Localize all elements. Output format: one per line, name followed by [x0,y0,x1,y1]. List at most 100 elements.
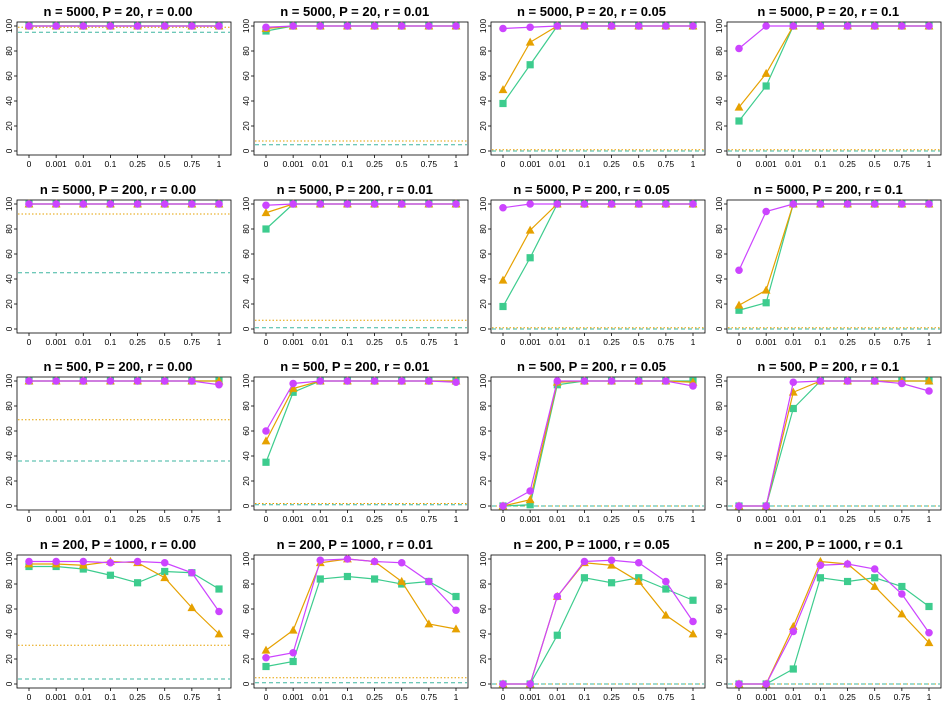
panel-title: n = 200, P = 1000, r = 0.01 [276,536,433,552]
data-point-circle [106,558,115,567]
data-point-circle [52,557,60,565]
y-tick-label: 60 [4,249,14,259]
x-tick-label: 0 [737,514,742,524]
series-line-purple [502,559,693,685]
plot-frame [726,199,942,333]
y-tick-label: 20 [241,299,251,309]
series-line-purple [738,25,930,49]
data-point-circle [525,199,534,208]
x-tick-label: 0.01 [549,514,566,524]
data-point-triangle [688,628,697,637]
data-point-circle [370,199,379,208]
series-line-purple [29,560,220,612]
chart-panel: 0 20 40 60 80 100 0 0.001 0.01 0.1 0.25 0.5 0.75 1 n =… [710,0,946,177]
data-point-circle [188,199,196,208]
chart-panel: 0 20 40 60 80 100 0 0.001 0.01 0.1 0.25 0.5 0.75 1 n =… [474,355,710,532]
data-point-circle [688,617,697,625]
x-tick-label: 0.25 [840,692,857,702]
y-tick-label: 60 [4,71,14,81]
x-tick-label: 0.5 [396,692,408,702]
plot-frame [16,199,232,333]
panel-title: n = 500, P = 200, r = 0.1 [757,359,900,374]
y-tick-label: 60 [241,249,251,259]
x-tick-label: 0.1 [815,159,827,169]
y-tick-label: 20 [4,654,14,664]
series-line-purple [739,380,930,507]
data-point-circle [316,199,324,208]
y-tick-label: 20 [714,299,724,309]
data-point-circle [844,377,852,385]
x-tick-label: 0.01 [75,159,92,169]
series-line-green [502,576,693,685]
chart-svg: 0 20 40 60 80 100 0 0.001 0.01 0.1 0.25 0.5 0.75 1 [714,374,942,524]
series-line-green [739,202,930,311]
data-point-triangle [261,436,271,445]
chart-svg: 0 20 40 60 80 100 0 0.001 0.01 0.1 0.25 0.5 0.75 1 [4,551,232,702]
x-tick-label: 0.1 [815,692,827,702]
y-tick-label: 0 [478,681,488,686]
y-tick-label: 100 [241,196,251,210]
y-tick-label: 80 [714,46,724,56]
data-point-circle [844,559,852,568]
y-tick-label: 20 [4,299,14,309]
series-line-orange [738,25,930,108]
data-point-circle [634,199,643,208]
y-tick-label: 60 [241,604,251,614]
data-point-circle [898,589,906,598]
data-point-circle [52,377,60,385]
x-tick-label: 0.01 [785,337,802,347]
x-tick-label: 0.1 [105,159,117,169]
y-tick-label: 20 [478,121,488,131]
x-tick-label: 0.75 [184,337,201,347]
data-point-circle [316,555,324,564]
data-point-circle [844,199,852,208]
data-point-square [526,501,534,509]
data-point-circle [261,23,270,32]
x-tick-label: 0.001 [756,692,778,702]
y-tick-label: 60 [478,604,488,614]
x-tick-label: 0.1 [578,337,590,347]
data-point-circle [160,22,169,30]
x-tick-label: 1 [690,159,695,169]
data-point-circle [133,199,142,208]
chart-panel: 0 20 40 60 80 100 0 0.001 0.01 0.1 0.25 0.5 0.75 1 n =… [237,533,473,710]
x-tick-label: 0.25 [840,159,857,169]
data-point-circle [343,22,351,30]
data-point-triangle [261,645,271,654]
y-tick-label: 20 [4,121,14,131]
data-point-triangle [498,275,507,284]
series-line-purple [265,380,456,432]
x-tick-label: 0.25 [366,159,383,169]
x-tick-label: 0.75 [894,514,911,524]
y-tick-label: 60 [478,426,488,436]
y-tick-label: 80 [478,224,488,234]
data-point-square [498,302,507,310]
data-point-square [789,404,798,413]
data-point-triangle [160,572,170,581]
data-point-circle [52,22,60,30]
x-tick-label: 0.25 [840,337,857,347]
y-tick-label: 20 [478,654,488,664]
data-point-circle [688,382,697,390]
data-point-circle [79,22,88,30]
x-tick-label: 0.01 [785,514,802,524]
y-tick-label: 60 [714,426,724,436]
data-point-circle [397,199,406,208]
data-point-circle [160,558,169,567]
chart-svg: 0 20 40 60 80 100 0 0.001 0.01 0.1 0.25 0.5 0.75 1 [241,551,469,702]
data-point-square [262,458,270,466]
data-point-triangle [897,608,907,617]
panel-title: n = 5000, P = 200, r = 0.01 [276,181,433,197]
chart-panel: 0 20 40 60 80 100 0 0.001 0.01 0.1 0.25 0.5 0.75 1 n =… [710,533,946,710]
x-tick-label: 0.75 [894,159,911,169]
x-tick-label: 0 [27,159,32,169]
chart-panel: 0 20 40 60 80 100 0 0.001 0.01 0.1 0.25 0.5 0.75 1 n =… [474,533,710,710]
series-line-green [739,576,930,685]
data-point-circle [762,207,771,215]
x-tick-label: 0.1 [815,337,827,347]
x-tick-label: 0.1 [341,337,353,347]
data-point-circle [580,199,588,208]
data-point-triangle [924,637,934,646]
y-tick-label: 40 [241,451,251,461]
